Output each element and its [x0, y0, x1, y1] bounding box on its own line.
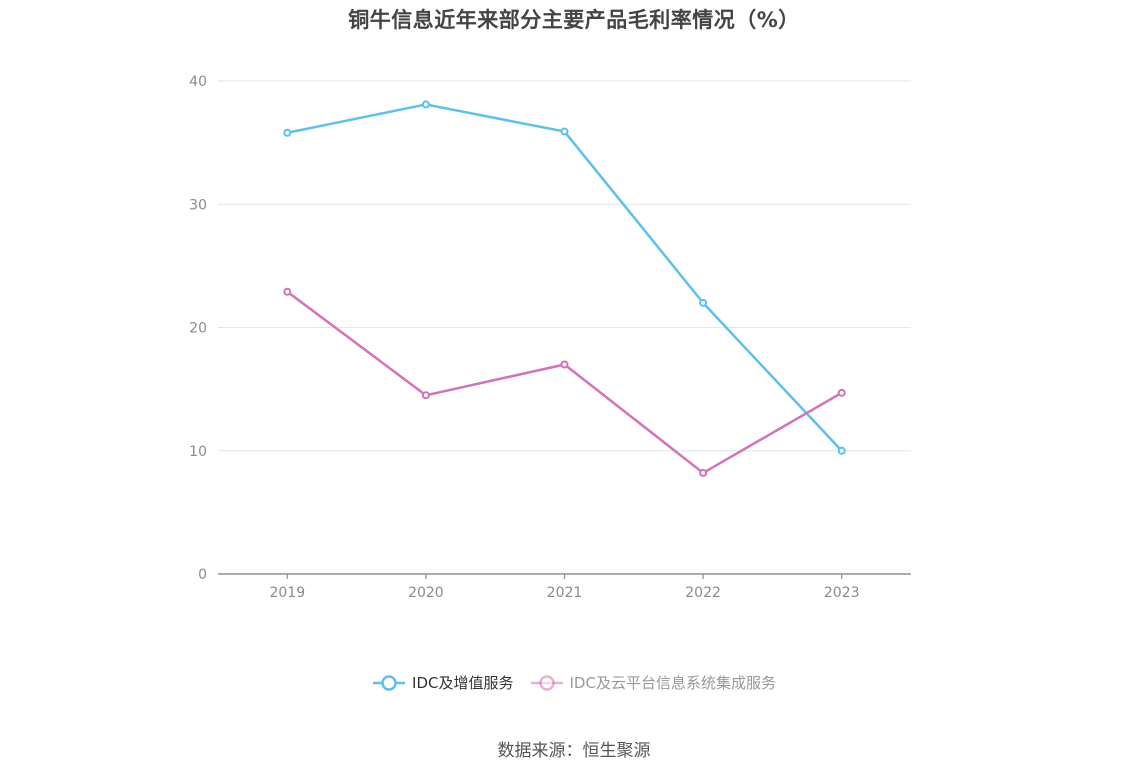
legend-label-series-1: IDC及增值服务	[412, 674, 514, 692]
y-tick-label: 20	[189, 321, 207, 337]
tick-labels: 0 10 20 30 40 2019 2020 2021 2022 2023	[189, 74, 859, 601]
legend: IDC及增值服务 IDC及云平台信息系统集成服务	[0, 672, 1148, 693]
x-tick-label: 2022	[685, 585, 721, 601]
legend-item-series-1[interactable]: IDC及增值服务	[372, 672, 514, 693]
x-tick-label: 2021	[547, 585, 583, 601]
series-1-point[interactable]	[421, 100, 430, 109]
x-tick-label: 2023	[824, 585, 860, 601]
y-tick-label: 40	[189, 74, 207, 90]
y-tick-label: 10	[189, 444, 207, 460]
y-tick-label: 30	[189, 197, 207, 213]
series-lines	[283, 100, 846, 477]
chart-title: 铜牛信息近年来部分主要产品毛利率情况（%）	[348, 8, 800, 32]
series-2-point[interactable]	[699, 468, 708, 477]
series-line-1	[287, 103, 843, 452]
legend-marker-icon	[530, 674, 563, 691]
series-1-point[interactable]	[699, 298, 708, 307]
grid-lines	[218, 80, 911, 452]
series-2-point[interactable]	[560, 360, 569, 369]
y-tick-label: 0	[198, 567, 207, 583]
series-1-point[interactable]	[837, 446, 846, 455]
series-1-point[interactable]	[560, 127, 569, 136]
legend-marker-icon	[373, 674, 406, 691]
x-tick-label: 2020	[408, 585, 444, 601]
series-2-point[interactable]	[421, 391, 430, 400]
data-source: 数据来源：恒生聚源	[497, 741, 651, 761]
series-line-2	[286, 290, 843, 475]
series-1-point[interactable]	[283, 128, 292, 137]
legend-label-series-2: IDC及云平台信息系统集成服务	[569, 674, 776, 692]
axes	[218, 573, 911, 579]
legend-item-series-2[interactable]: IDC及云平台信息系统集成服务	[530, 672, 776, 693]
series-2-point[interactable]	[283, 287, 292, 296]
x-tick-label: 2019	[269, 585, 305, 601]
series-2-point[interactable]	[837, 388, 846, 397]
